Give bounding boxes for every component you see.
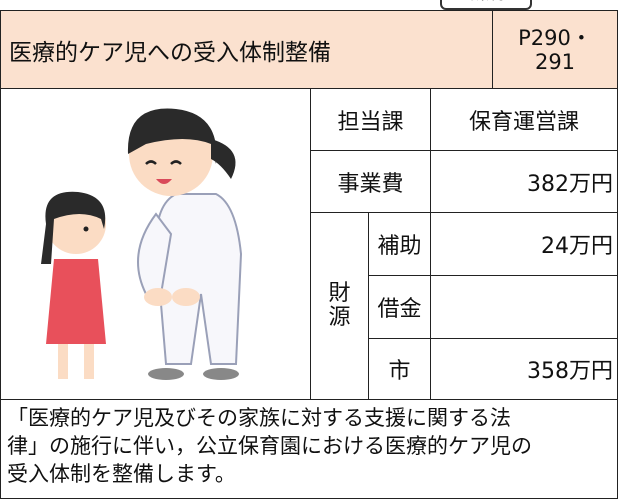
text-line: 「医療的ケア児及びその家族に対する支援に関する法	[7, 406, 511, 430]
label: 借金	[368, 275, 431, 339]
new-badge: 新規	[440, 0, 532, 10]
label: 財 源	[310, 212, 369, 400]
label: 事業費	[310, 150, 431, 213]
value: 358万円	[430, 338, 618, 400]
value: 保育運営課	[430, 88, 618, 151]
label: 補助	[368, 212, 431, 276]
value	[430, 275, 618, 339]
label: 市	[368, 338, 431, 400]
label: 担当課	[310, 88, 431, 151]
illustration-cell	[0, 88, 311, 400]
page-ref: P290・ 291	[492, 10, 618, 89]
description: 「医療的ケア児及びその家族に対する支援に関する法 律」の施行に伴い，公立保育園に…	[0, 399, 618, 499]
text-line: 受入体制を整備します。	[7, 462, 236, 486]
value: 382万円	[430, 150, 618, 213]
title: 医療的ケア児への受入体制整備	[0, 10, 493, 89]
value: 24万円	[430, 212, 618, 276]
text-line: 律」の施行に伴い，公立保育園における医療的ケア児の	[7, 434, 532, 458]
illustration	[40, 108, 242, 380]
